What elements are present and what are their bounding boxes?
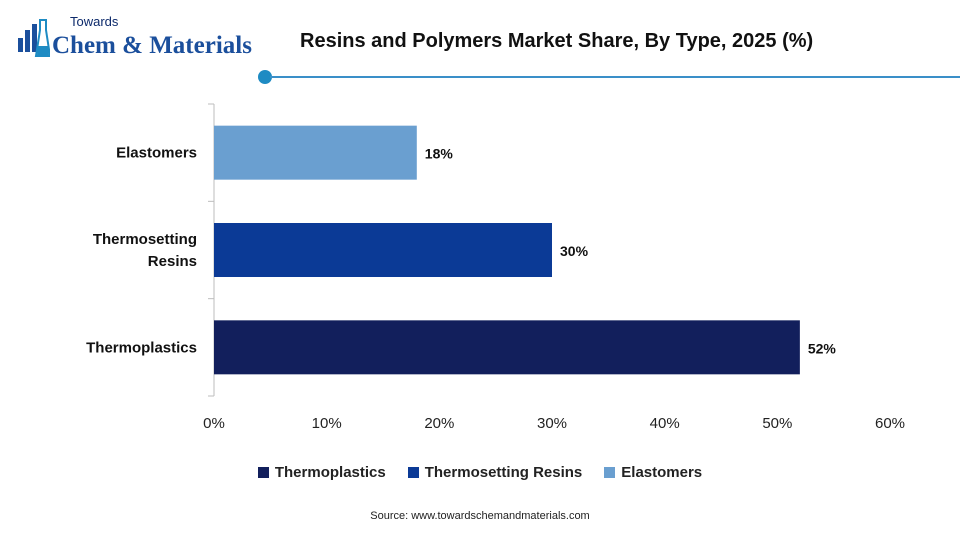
- x-tick-label: 0%: [203, 415, 225, 432]
- data-label-thermosetting-resins: 30%: [560, 243, 589, 259]
- x-tick-label: 20%: [424, 415, 454, 432]
- legend-swatch-elastomers: [604, 467, 616, 478]
- category-label-thermosetting-resins: Thermosetting: [93, 231, 197, 248]
- legend-item-thermosetting-resins: Thermosetting Resins: [407, 464, 583, 481]
- legend-item-thermoplastics: Thermoplastics: [257, 464, 386, 481]
- source-note: Source: www.towardschemandmaterials.com: [370, 510, 590, 522]
- chart-legend: Thermoplastics Thermosetting Resins Elas…: [0, 464, 960, 481]
- category-label-thermoplastics: Thermoplastics: [86, 339, 197, 356]
- chart-title: Resins and Polymers Market Share, By Typ…: [300, 30, 814, 52]
- data-label-elastomers: 18%: [425, 146, 454, 162]
- bar-thermosetting-resins: [214, 223, 552, 277]
- x-tick-label: 10%: [312, 415, 342, 432]
- data-label-thermoplastics: 52%: [808, 340, 837, 356]
- x-tick-label: 60%: [875, 415, 905, 432]
- legend-item-elastomers: Elastomers: [604, 464, 702, 481]
- header-rule-line: [270, 76, 960, 78]
- logo-main-text: Chem & Materials: [52, 32, 252, 59]
- category-label-thermosetting-resins: Resins: [148, 253, 197, 270]
- logo-top-text: Towards: [70, 14, 119, 29]
- bar-chart: 52% Thermoplastics 30% Thermosetting Resins 1…: [86, 103, 905, 432]
- legend-swatch-thermoplastics: [257, 467, 269, 478]
- bar-elastomers: [214, 125, 417, 180]
- legend-swatch-thermosetting-resins: [407, 467, 419, 478]
- x-tick-label: 50%: [762, 415, 792, 432]
- category-label-elastomers: Elastomers: [116, 145, 197, 162]
- brand-logo: Towards Chem & Materials: [14, 12, 254, 68]
- legend-label-thermoplastics: Thermoplastics: [274, 464, 386, 481]
- x-tick-label: 40%: [650, 415, 680, 432]
- legend-label-thermosetting-resins: Thermosetting Resins: [424, 464, 583, 481]
- bar-thermoplastics: [214, 320, 800, 375]
- legend-label-elastomers: Elastomers: [621, 464, 703, 481]
- x-tick-label: 30%: [537, 415, 567, 432]
- header-rule-dot: [258, 70, 272, 84]
- flask-logo-icon: [18, 19, 50, 57]
